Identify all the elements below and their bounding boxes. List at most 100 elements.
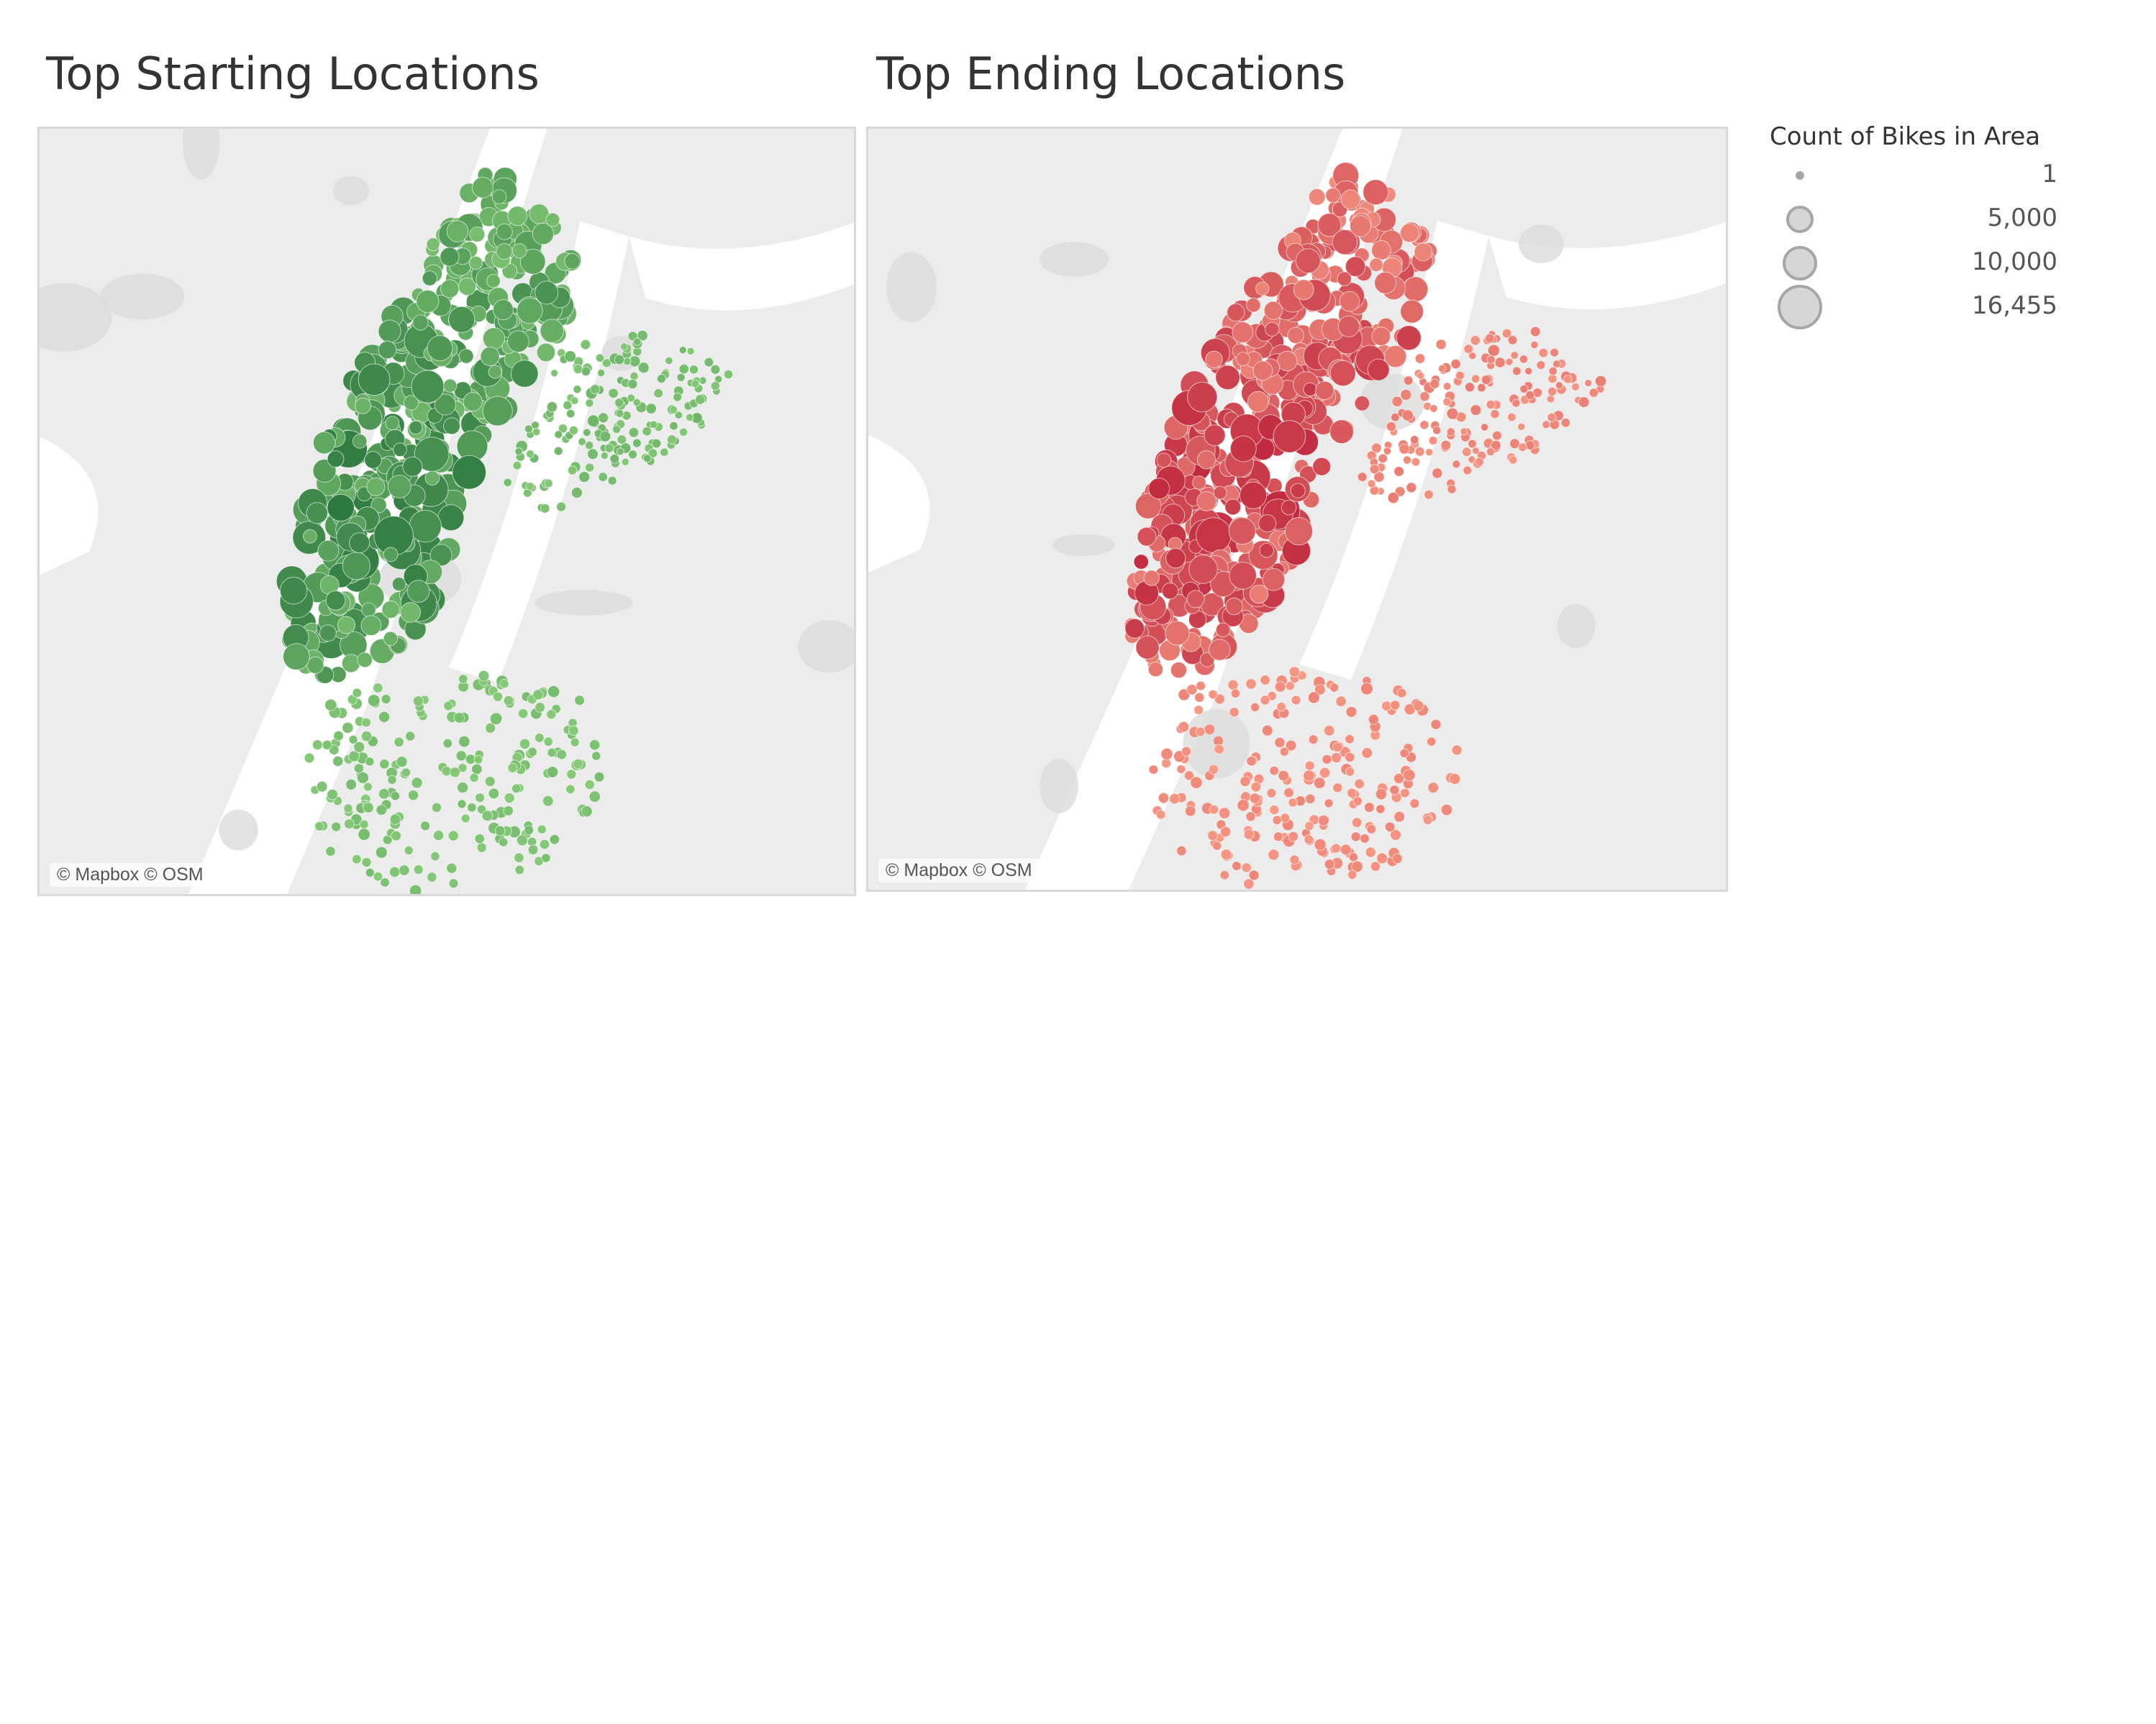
station-bubble [628, 450, 638, 460]
station-bubble [472, 176, 493, 199]
station-bubble [546, 401, 558, 413]
station-bubble [598, 472, 609, 482]
station-bubble [344, 818, 355, 829]
starting-locations-map-canvas[interactable] [40, 129, 856, 896]
station-bubble [488, 788, 500, 800]
station-bubble [1546, 394, 1555, 403]
station-bubble [1186, 590, 1205, 608]
station-bubble [1393, 466, 1404, 477]
station-bubble [1178, 721, 1190, 733]
station-bubble [1352, 796, 1363, 806]
station-bubble [381, 694, 391, 704]
station-bubble [1386, 421, 1397, 432]
station-bubble [542, 795, 554, 807]
station-bubble [649, 420, 658, 429]
station-bubble [1402, 276, 1429, 302]
station-bubble [1236, 352, 1250, 367]
station-bubble [1204, 724, 1216, 736]
station-bubble [1227, 679, 1239, 690]
station-bubble [412, 695, 424, 707]
station-bubble [1176, 764, 1186, 774]
station-bubble [536, 342, 556, 362]
station-bubble [1281, 499, 1297, 516]
station-bubble [1214, 744, 1225, 755]
station-bubble [645, 403, 657, 414]
station-bubble [411, 370, 445, 403]
station-bubble [383, 547, 399, 562]
station-bubble [1332, 229, 1358, 255]
station-bubble [503, 805, 514, 816]
station-bubble [1406, 482, 1417, 493]
station-bubble [1367, 358, 1390, 381]
station-bubble [414, 437, 450, 472]
station-bubble [527, 747, 537, 757]
station-bubble [422, 270, 437, 286]
station-bubble [1484, 333, 1495, 344]
station-bubble [312, 431, 336, 455]
station-bubble [1157, 792, 1170, 804]
station-bubble [1160, 747, 1173, 761]
station-bubble [1403, 375, 1414, 386]
station-bubble [1220, 826, 1232, 838]
station-bubble [337, 616, 355, 634]
station-bubble [363, 802, 374, 813]
station-bubble [1329, 683, 1339, 693]
station-bubble [1196, 517, 1232, 553]
station-bubble [627, 378, 638, 390]
station-bubble [491, 189, 507, 204]
station-bubble [1337, 271, 1352, 286]
station-bubble [1345, 752, 1355, 763]
station-bubble [1274, 736, 1286, 748]
map-attribution[interactable]: © Mapbox © OSM [878, 859, 1040, 882]
starting-locations-map[interactable]: © Mapbox © OSM [37, 127, 856, 896]
station-bubble [1340, 189, 1361, 210]
station-bubble [325, 846, 336, 857]
station-bubble [1229, 435, 1257, 462]
station-bubble [547, 685, 560, 698]
station-bubble [484, 776, 496, 787]
station-bubble [319, 624, 337, 642]
station-bubble [546, 709, 557, 720]
station-bubble [651, 438, 662, 449]
station-bubble [1389, 785, 1400, 795]
station-bubble [514, 852, 524, 863]
station-bubble [1429, 404, 1438, 413]
station-bubble [1560, 417, 1571, 428]
ending-locations-map-canvas[interactable] [868, 129, 1728, 892]
station-bubble [1261, 724, 1273, 736]
station-bubble [463, 391, 483, 412]
map-attribution[interactable]: © Mapbox © OSM [50, 863, 211, 887]
station-bubble [524, 424, 533, 434]
station-bubble [486, 273, 501, 288]
station-bubble [357, 652, 373, 668]
station-bubble [1437, 364, 1447, 373]
station-bubble [1263, 301, 1283, 320]
station-bubble [1260, 675, 1270, 685]
station-bubble [1435, 339, 1447, 350]
station-bubble [403, 395, 419, 411]
station-bubble [401, 767, 411, 777]
station-bubble [1250, 702, 1260, 712]
park-area [1557, 603, 1596, 649]
station-bubble [1446, 427, 1455, 437]
station-bubble [1331, 843, 1342, 854]
station-bubble [1249, 584, 1269, 604]
park-area [886, 252, 937, 322]
station-bubble [1375, 804, 1386, 814]
station-bubble [1283, 787, 1294, 798]
station-bubble [1288, 666, 1301, 678]
station-bubble [503, 695, 514, 706]
station-bubble [1312, 457, 1332, 476]
station-bubble [1419, 420, 1429, 430]
station-bubble [567, 465, 578, 475]
station-bubble [407, 790, 419, 801]
station-bubble [1391, 396, 1403, 407]
station-bubble [1468, 352, 1477, 360]
station-bubble [1384, 345, 1407, 368]
station-bubble [568, 425, 579, 435]
station-bubble [612, 424, 622, 434]
station-bubble [723, 369, 734, 380]
station-bubble [688, 365, 699, 375]
ending-locations-map[interactable]: © Mapbox © OSM [866, 127, 1728, 892]
park-area [1040, 759, 1078, 813]
